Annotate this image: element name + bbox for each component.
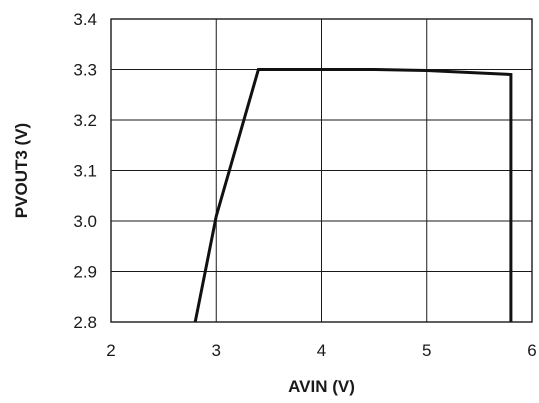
y-tick-label: 3.3 — [73, 61, 97, 80]
x-tick-label: 6 — [527, 341, 536, 360]
series-layer — [193, 68, 513, 323]
x-tick-label: 3 — [212, 341, 221, 360]
y-axis-label: PVOUT3 (V) — [12, 123, 31, 218]
x-tick-label: 2 — [106, 341, 115, 360]
x-tick-label: 4 — [317, 341, 326, 360]
y-tick-label: 3.4 — [73, 10, 97, 29]
y-tick-label: 3.1 — [73, 162, 97, 181]
y-tick-label: 3.2 — [73, 111, 97, 130]
y-tick-label: 2.8 — [73, 313, 97, 332]
plot-frame — [110, 18, 533, 323]
y-tick-label: 3.0 — [73, 212, 97, 231]
y-tick-label: 2.9 — [73, 263, 97, 282]
x-tick-label: 5 — [422, 341, 431, 360]
y-tick-labels: 3.4 3.3 3.2 3.1 3.0 2.9 2.8 — [73, 10, 97, 332]
x-tick-labels: 2 3 4 5 6 — [106, 341, 536, 360]
series-line — [193, 68, 513, 323]
grid — [110, 18, 533, 323]
x-axis-label: AVIN (V) — [288, 377, 355, 396]
